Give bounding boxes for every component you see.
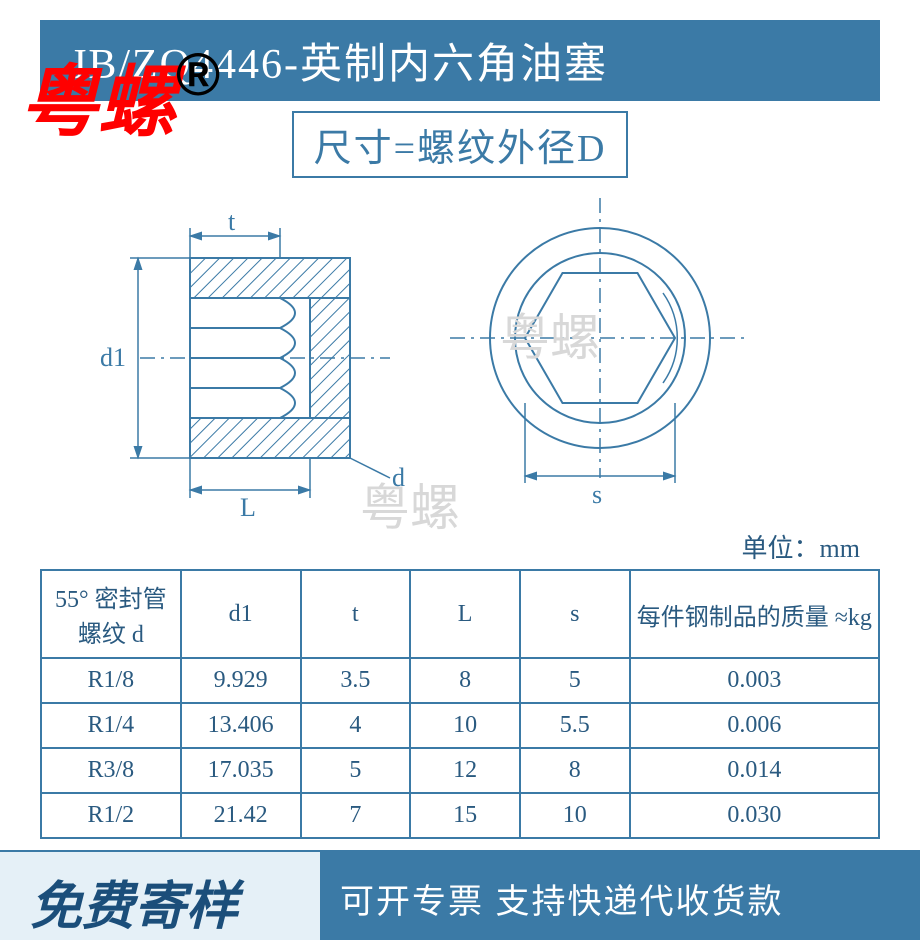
table-cell: R1/2 — [41, 793, 181, 838]
table-header-row: 55° 密封管螺纹 d d1 t L s 每件钢制品的质量 ≈kg — [41, 570, 879, 658]
col-L: L — [410, 570, 520, 658]
table-row: R3/817.03551280.014 — [41, 748, 879, 793]
watermark-2: 粤螺 — [360, 468, 460, 540]
table-cell: 0.006 — [630, 703, 879, 748]
table-cell: 7 — [301, 793, 411, 838]
table-row: R1/221.42715100.030 — [41, 793, 879, 838]
table-cell: 5 — [520, 658, 630, 703]
specification-table: 55° 密封管螺纹 d d1 t L s 每件钢制品的质量 ≈kg R1/89.… — [40, 569, 880, 839]
free-sample-label: 免费寄样 — [0, 850, 320, 940]
table-cell: 12 — [410, 748, 520, 793]
table-cell: 4 — [301, 703, 411, 748]
size-label-box: 尺寸=螺纹外径D — [292, 111, 629, 178]
table-cell: 0.030 — [630, 793, 879, 838]
table-cell: 0.003 — [630, 658, 879, 703]
table-cell: 9.929 — [181, 658, 301, 703]
table-row: R1/413.4064105.50.006 — [41, 703, 879, 748]
diagram-svg: t d1 L d — [40, 188, 880, 528]
table-row: R1/89.9293.5850.003 — [41, 658, 879, 703]
table-cell: 8 — [520, 748, 630, 793]
table-cell: 3.5 — [301, 658, 411, 703]
table-cell: 0.014 — [630, 748, 879, 793]
table-cell: 17.035 — [181, 748, 301, 793]
registered-icon: ® — [176, 41, 220, 108]
invoice-shipping-label: 可开专票 支持快递代收货款 — [320, 850, 920, 940]
col-mass: 每件钢制品的质量 ≈kg — [630, 570, 879, 658]
col-s: s — [520, 570, 630, 658]
col-t: t — [301, 570, 411, 658]
bottom-bar: 免费寄样 可开专票 支持快递代收货款 — [0, 850, 920, 940]
technical-diagram: 粤螺 粤螺 — [40, 188, 880, 528]
table-cell: R3/8 — [41, 748, 181, 793]
table-cell: 21.42 — [181, 793, 301, 838]
svg-text:d1: d1 — [100, 343, 126, 372]
table-cell: 15 — [410, 793, 520, 838]
brand-text: 粤螺 — [20, 58, 176, 146]
table-cell: 10 — [410, 703, 520, 748]
brand-overlay: 粤螺® — [20, 40, 220, 152]
table-body: R1/89.9293.5850.003R1/413.4064105.50.006… — [41, 658, 879, 838]
svg-text:L: L — [240, 493, 256, 522]
table-cell: 13.406 — [181, 703, 301, 748]
table-cell: R1/4 — [41, 703, 181, 748]
col-d1: d1 — [181, 570, 301, 658]
col-d: 55° 密封管螺纹 d — [41, 570, 181, 658]
watermark-1: 粤螺 — [500, 298, 600, 370]
table-cell: 5.5 — [520, 703, 630, 748]
table-cell: 8 — [410, 658, 520, 703]
table-cell: 5 — [301, 748, 411, 793]
table-cell: R1/8 — [41, 658, 181, 703]
svg-text:s: s — [592, 480, 602, 509]
table-cell: 10 — [520, 793, 630, 838]
svg-text:t: t — [228, 207, 236, 236]
